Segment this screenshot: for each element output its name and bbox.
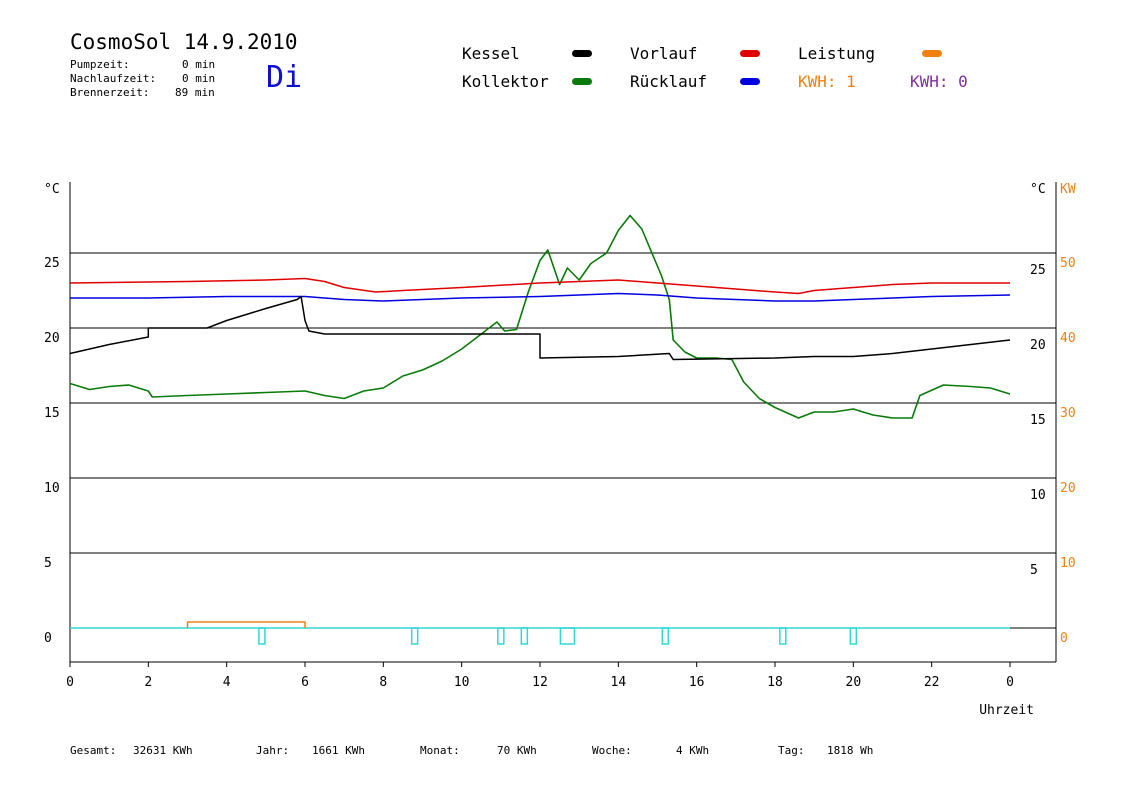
legend-kessel-label: Kessel [462,44,520,63]
y-tick-left-25: 25 [44,256,60,271]
y-tick-left-15: 15 [44,406,60,421]
page-title: CosmoSol 14.9.2010 [70,30,298,54]
x-tick-4: 8 [379,675,387,690]
pump-pulse-7 [849,627,858,645]
series-vorlauf [69,277,1010,295]
x-tick-2: 4 [223,675,231,690]
pump-pulse-1 [410,627,419,645]
footer-monat-label: Monat: [420,744,460,757]
footer-tag-label: Tag: [778,744,805,757]
x-tick-8: 16 [689,675,705,690]
weekday-label: Di [266,60,303,95]
y-tick-right-5: 5 [1030,563,1038,578]
x-tick-0: 0 [66,675,74,690]
legend-kwh2: KWH: 0 [910,72,968,91]
pump-pulse-0 [258,627,266,645]
stat-brennerzeit-label: Brennerzeit: [70,86,150,99]
series-ruecklauf [70,292,1011,302]
x-tick-5: 10 [454,675,470,690]
stat-nachlaufzeit-value: 0 min [182,72,216,85]
x-tick-7: 14 [611,675,627,690]
pump-pulse-5 [661,627,670,645]
legend-ruecklauf-swatch [740,78,760,85]
footer-woche-label: Woche: [592,744,632,757]
y-unit-right: °C [1030,182,1046,197]
footer-tag-value: 1818 Wh [827,744,874,757]
legend-vorlauf-label: Vorlauf [630,44,698,63]
footer-woche-value: 4 KWh [676,744,710,757]
x-tick-9: 18 [767,675,783,690]
y-tick-right-15: 15 [1030,413,1046,428]
footer-jahr-label: Jahr: [256,744,290,757]
x-axis-label: Uhrzeit [979,703,1034,718]
stat-pumpzeit-label: Pumpzeit: [70,58,130,71]
y-unit-left: °C [44,182,60,197]
legend-kollektor-label: Kollektor [462,72,549,91]
y-tick-power-30: 30 [1060,406,1076,421]
pump-pulse-2 [497,627,505,645]
footer-gesamt-label: Gesamt: [70,744,117,757]
legend-vorlauf-swatch [740,50,760,57]
footer-monat-value: 70 KWh [497,744,537,757]
y-tick-power-40: 40 [1060,331,1076,346]
y-unit-power: KW [1060,182,1076,197]
pump-pulse-4 [559,627,576,645]
x-tick-12: 0 [1006,675,1014,690]
x-tick-1: 2 [144,675,152,690]
stat-pumpzeit-value: 0 min [182,58,216,71]
legend-kwh1: KWH: 1 [798,72,856,91]
pump-pulse-6 [779,627,787,645]
legend-leistung-swatch [922,50,942,57]
y-tick-left-5: 5 [44,556,52,571]
series-kessel [69,295,1011,361]
legend-leistung-label: Leistung [798,44,876,63]
y-tick-right-10: 10 [1030,488,1046,503]
pump-pulse-3 [520,627,529,645]
x-tick-10: 20 [846,675,862,690]
y-tick-power-20: 20 [1060,481,1076,496]
y-tick-right-25: 25 [1030,263,1046,278]
y-tick-power-0: 0 [1060,631,1068,646]
x-tick-11: 22 [924,675,940,690]
legend-kessel-swatch [572,50,592,57]
footer-gesamt-value: 32631 KWh [133,744,193,757]
series-kollektor [69,214,1011,419]
x-tick-6: 12 [532,675,548,690]
legend-ruecklauf-label: Rücklauf [630,72,708,91]
y-tick-power-50: 50 [1060,256,1076,271]
y-tick-right-20: 20 [1030,338,1046,353]
stat-nachlaufzeit-label: Nachlaufzeit: [70,72,157,85]
legend-kollektor-swatch [572,78,592,85]
series-leistung [186,621,306,628]
y-tick-left-0: 0 [44,631,52,646]
footer-jahr-value: 1661 KWh [312,744,365,757]
stat-brennerzeit-value: 89 min [175,86,215,99]
y-tick-left-10: 10 [44,481,60,496]
x-tick-3: 6 [301,675,309,690]
y-tick-left-20: 20 [44,331,60,346]
y-tick-power-10: 10 [1060,556,1076,571]
